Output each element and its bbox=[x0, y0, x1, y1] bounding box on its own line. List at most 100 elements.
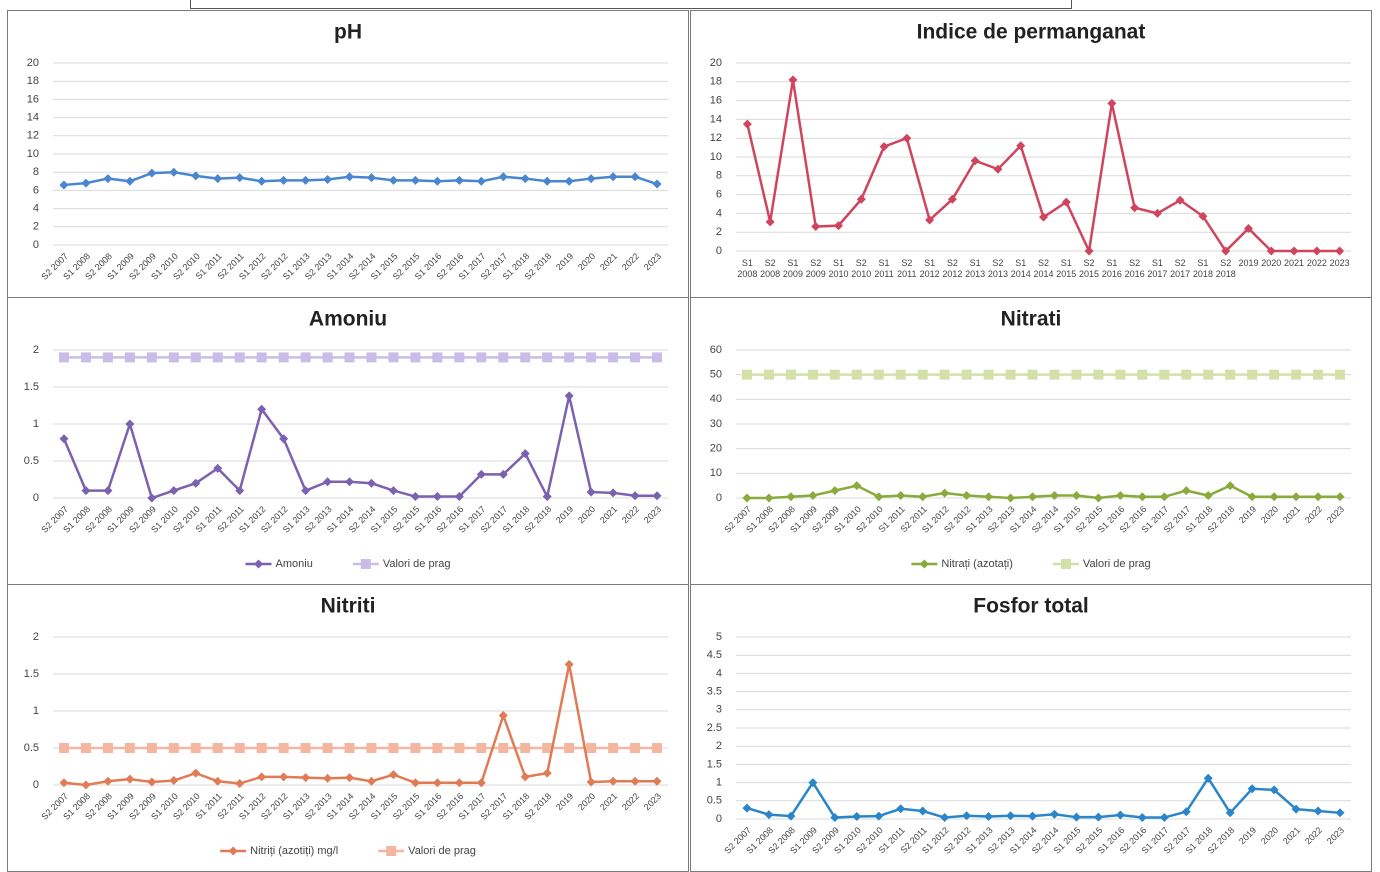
marker bbox=[257, 404, 267, 414]
marker bbox=[410, 492, 420, 502]
marker bbox=[59, 778, 69, 788]
marker bbox=[586, 487, 596, 497]
marker bbox=[410, 743, 421, 753]
marker bbox=[410, 352, 421, 363]
marker bbox=[344, 352, 355, 363]
marker bbox=[1225, 808, 1235, 818]
marker bbox=[301, 486, 311, 496]
y-tick-label: 2 bbox=[33, 344, 39, 356]
x-tick-label: S2 2009 bbox=[805, 258, 826, 279]
legend-marker bbox=[386, 846, 397, 856]
marker bbox=[58, 352, 69, 363]
marker bbox=[190, 743, 201, 753]
marker bbox=[852, 811, 862, 821]
x-tick-label: 2020 bbox=[1259, 825, 1280, 846]
marker bbox=[80, 352, 91, 363]
marker bbox=[80, 743, 91, 753]
y-tick-label: 16 bbox=[710, 95, 722, 107]
marker bbox=[234, 743, 245, 753]
marker bbox=[1061, 197, 1071, 207]
marker bbox=[961, 369, 972, 380]
y-tick-label: 0 bbox=[33, 779, 39, 791]
marker bbox=[191, 768, 201, 778]
x-tick-label: 2022 bbox=[620, 504, 641, 525]
marker bbox=[498, 743, 509, 753]
y-tick-label: 1 bbox=[33, 418, 39, 430]
marker bbox=[169, 486, 179, 496]
x-tick-label: S2 2011 bbox=[897, 258, 917, 279]
y-tick-label: 20 bbox=[27, 57, 39, 69]
marker bbox=[608, 172, 618, 182]
marker bbox=[1137, 813, 1147, 823]
legend-label: Nitrați (azotați) bbox=[941, 558, 1013, 570]
y-tick-label: 2 bbox=[33, 221, 39, 233]
x-tick-label: S2 2014 bbox=[1033, 258, 1054, 279]
y-tick-label: 1.5 bbox=[24, 381, 39, 393]
x-tick-label: S1 2017 bbox=[1147, 258, 1168, 279]
x-tick-label: 2023 bbox=[642, 504, 663, 525]
marker bbox=[191, 171, 201, 181]
x-tick-label: 2021 bbox=[598, 251, 619, 272]
x-tick-label: S1 2010 bbox=[828, 258, 849, 279]
marker bbox=[1107, 98, 1117, 108]
x-tick-label: S1 2008 bbox=[737, 258, 758, 279]
x-tick-label: S1 2018 bbox=[1192, 258, 1213, 279]
marker bbox=[1266, 246, 1276, 256]
marker bbox=[322, 352, 333, 363]
y-tick-label: 0 bbox=[716, 245, 722, 257]
chart-title: Nitrati bbox=[1001, 308, 1062, 331]
series-line bbox=[62, 395, 658, 501]
marker bbox=[873, 369, 884, 380]
chart-title: pH bbox=[334, 21, 362, 44]
marker bbox=[278, 743, 289, 753]
marker bbox=[608, 352, 619, 363]
series-line bbox=[746, 484, 1341, 500]
x-tick-label: S2 2010 bbox=[851, 258, 872, 279]
marker bbox=[608, 488, 618, 498]
x-tick-label: S2 2016 bbox=[1124, 258, 1145, 279]
y-tick-label: 14 bbox=[27, 112, 39, 124]
y-tick-label: 2 bbox=[716, 226, 722, 238]
marker bbox=[564, 659, 574, 669]
marker bbox=[1244, 223, 1253, 233]
marker bbox=[476, 176, 486, 186]
chart-title: Amoniu bbox=[309, 308, 387, 331]
chart-panel: pH 0 2 4 6 8 10 12 14 16 18 20 S2 2007 S1 2008 S2 2008… bbox=[7, 10, 689, 298]
marker bbox=[1247, 492, 1257, 502]
marker bbox=[323, 773, 333, 783]
marker bbox=[947, 194, 957, 204]
marker bbox=[1247, 369, 1258, 380]
marker bbox=[498, 352, 509, 363]
chart-panel: Amoniu 0 0.5 1 1.5 2 S2 2007 S1 2008 S2 2008 S1 2… bbox=[7, 297, 689, 585]
marker bbox=[235, 779, 245, 789]
legend-label: Valori de prag bbox=[1083, 558, 1151, 570]
x-tick-label: 2020 bbox=[576, 251, 597, 272]
y-tick-label: 10 bbox=[27, 148, 39, 160]
marker bbox=[1335, 246, 1345, 256]
marker bbox=[498, 172, 508, 182]
legend-label: Valori de prag bbox=[383, 558, 451, 570]
marker bbox=[454, 352, 465, 363]
marker bbox=[788, 75, 798, 85]
marker bbox=[1137, 492, 1147, 502]
x-tick-label: 2022 bbox=[620, 791, 641, 812]
series-line bbox=[63, 664, 658, 787]
marker bbox=[741, 369, 752, 380]
x-tick-label: 2021 bbox=[1281, 504, 1302, 525]
marker bbox=[1159, 492, 1169, 502]
marker bbox=[1203, 491, 1213, 501]
marker bbox=[1291, 369, 1302, 380]
y-tick-label: 4 bbox=[716, 667, 722, 679]
marker bbox=[432, 352, 443, 363]
x-tick-label: 2019 bbox=[1238, 258, 1259, 268]
legend-marker bbox=[1060, 559, 1071, 569]
marker bbox=[830, 486, 840, 496]
y-tick-label: 1.5 bbox=[707, 758, 722, 770]
marker bbox=[212, 743, 223, 753]
marker bbox=[476, 778, 486, 788]
marker bbox=[742, 803, 752, 813]
x-tick-label: S2 2013 bbox=[987, 258, 1008, 279]
marker bbox=[586, 352, 597, 363]
